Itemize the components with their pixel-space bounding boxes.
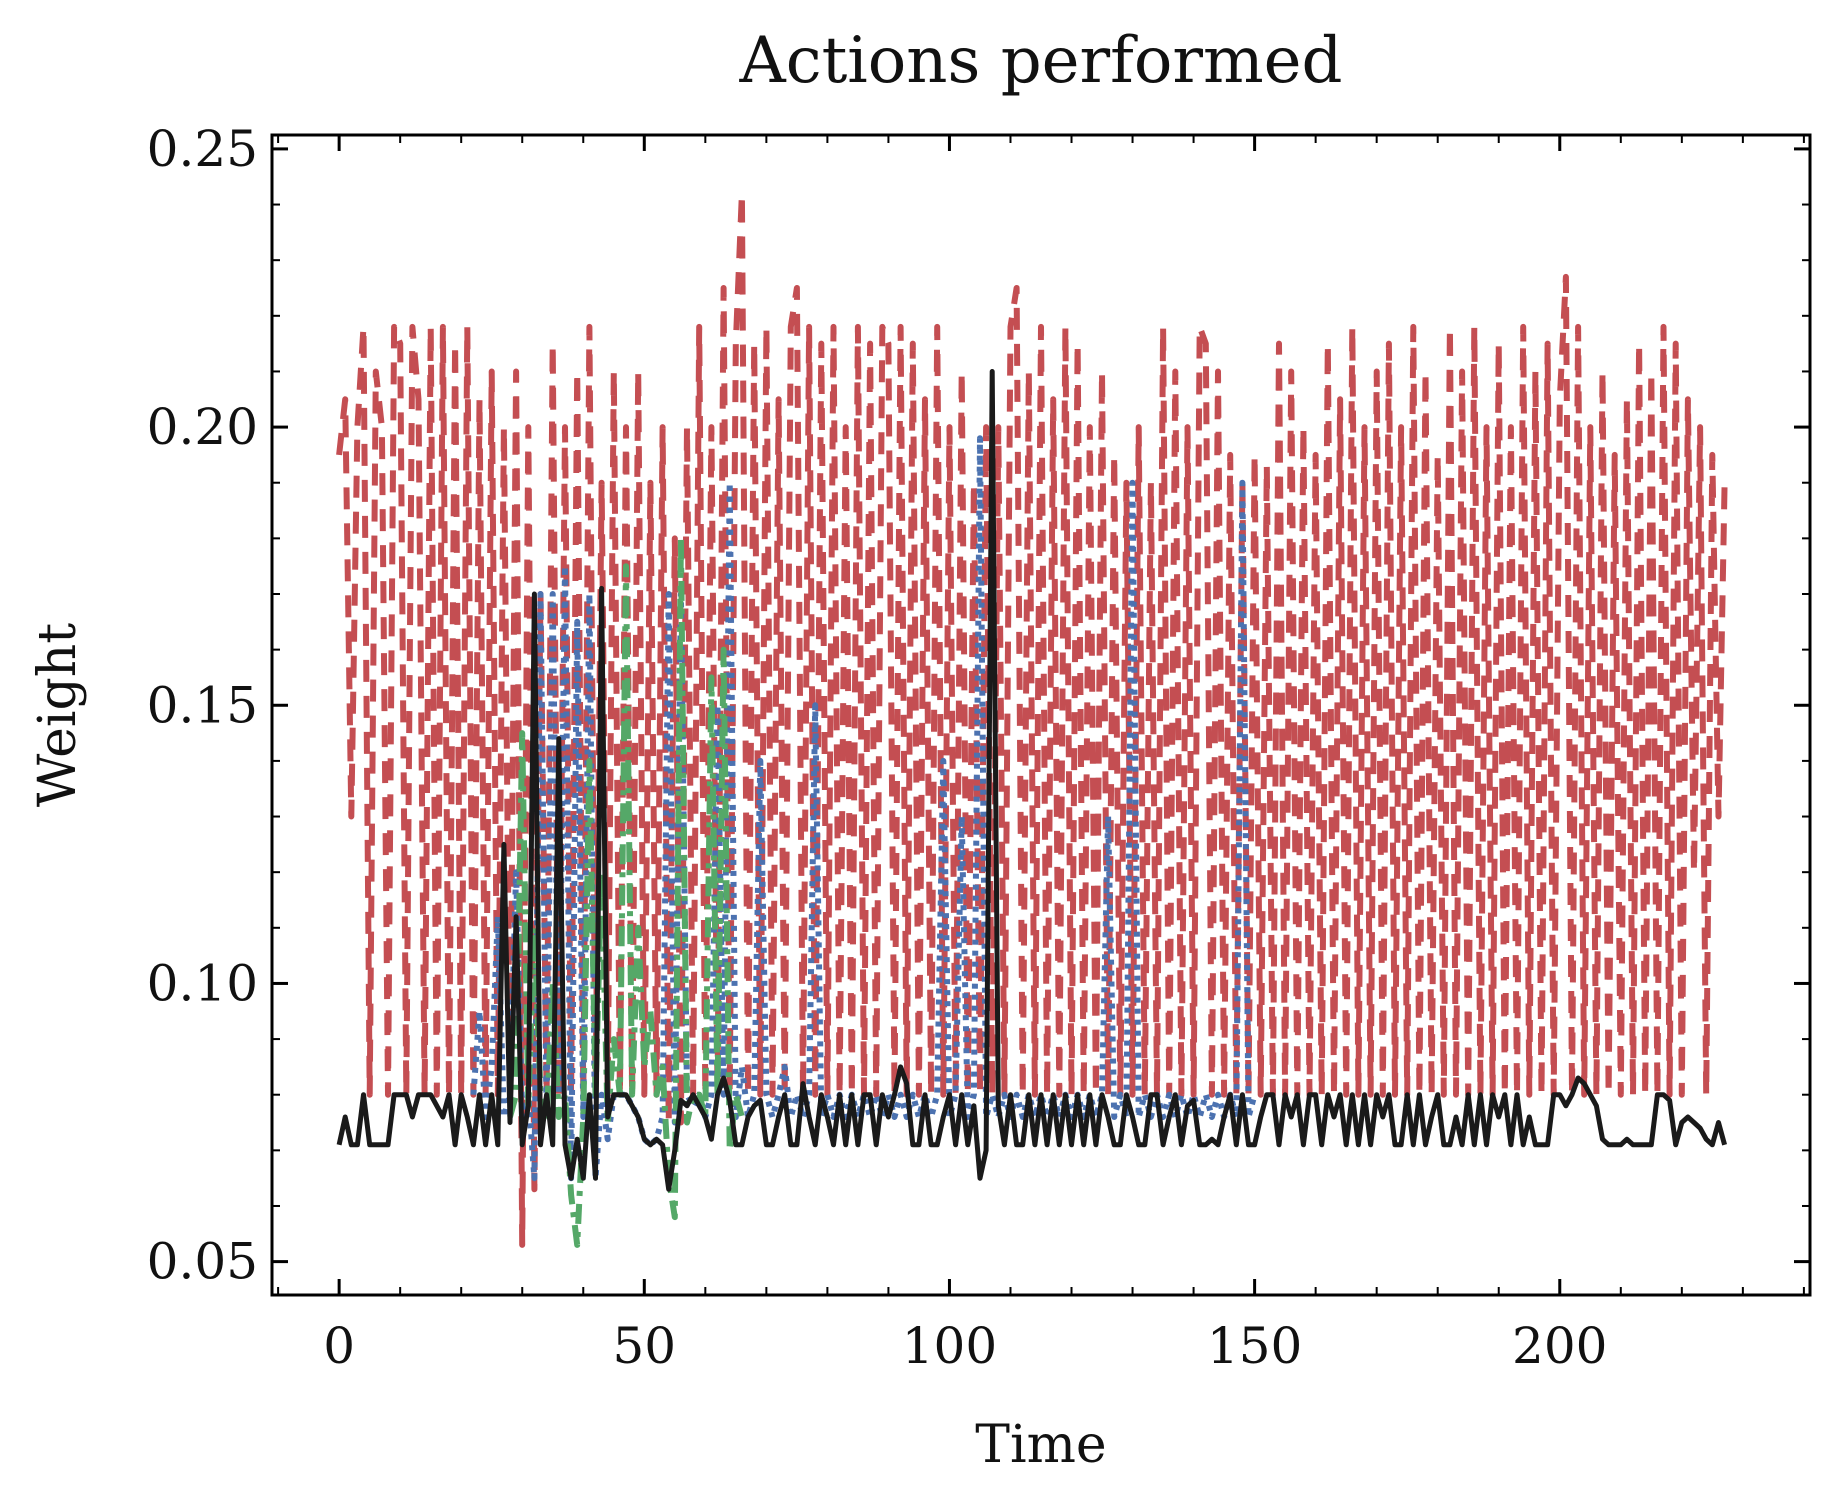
series-line-1 bbox=[336, 190, 1728, 1248]
y-tick-label: 0.20 bbox=[147, 398, 258, 456]
chart-title: Actions performed bbox=[739, 24, 1343, 98]
y-tick-label: 0.05 bbox=[147, 1233, 258, 1291]
x-tick-label: 200 bbox=[1512, 1317, 1607, 1375]
y-tick-label: 0.25 bbox=[147, 120, 258, 178]
axis-tick-labels: 0 50 100 150 200 0.05 0.10 0.15 0.20 0.25 bbox=[147, 120, 1608, 1375]
plot-frame bbox=[270, 133, 1812, 1297]
series-line-2 bbox=[336, 369, 1728, 1192]
y-tick-label: 0.10 bbox=[147, 954, 258, 1012]
x-tick-label: 50 bbox=[612, 1317, 676, 1375]
x-tick-label: 150 bbox=[1207, 1317, 1302, 1375]
y-tick-label: 0.15 bbox=[147, 676, 258, 734]
axis-ticks bbox=[272, 135, 1810, 1295]
y-axis-label: Weight bbox=[28, 623, 88, 807]
x-tick-label: 100 bbox=[902, 1317, 997, 1375]
x-tick-label: 0 bbox=[323, 1317, 355, 1375]
series-lines bbox=[336, 190, 1728, 1248]
x-axis-label: Time bbox=[975, 1415, 1106, 1475]
